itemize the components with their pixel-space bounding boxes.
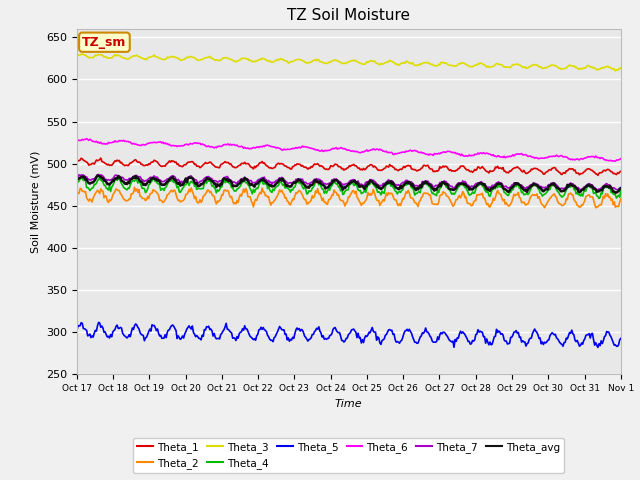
Theta_6 xyxy=(398,150,406,156)
Theta_7 xyxy=(594,187,602,193)
Theta_1 xyxy=(617,168,625,174)
Theta_1 xyxy=(398,167,406,172)
Theta_6 xyxy=(332,145,340,151)
Theta_7 xyxy=(617,185,625,191)
Theta_7 xyxy=(606,182,614,188)
Theta_1 xyxy=(332,162,340,168)
Theta_4 xyxy=(369,179,376,185)
Theta_6 xyxy=(611,158,619,164)
Theta_2 xyxy=(336,196,344,202)
Theta_6 xyxy=(83,136,90,142)
Line: Theta_avg: Theta_avg xyxy=(77,176,621,193)
Theta_4 xyxy=(398,187,406,193)
Theta_1 xyxy=(369,162,376,168)
Theta_5 xyxy=(332,327,340,333)
Theta_5 xyxy=(369,324,376,330)
Theta_5 xyxy=(606,332,614,338)
Theta_avg xyxy=(611,190,619,196)
Theta_5 xyxy=(95,320,102,325)
Theta_6 xyxy=(73,138,81,144)
Theta_avg xyxy=(332,177,340,183)
Theta_1 xyxy=(73,159,81,165)
Theta_3 xyxy=(73,53,81,59)
Theta_2 xyxy=(617,196,625,202)
Line: Theta_4: Theta_4 xyxy=(77,178,621,199)
Text: TZ_sm: TZ_sm xyxy=(82,36,127,48)
X-axis label: Time: Time xyxy=(335,399,363,408)
Theta_3 xyxy=(369,59,376,64)
Theta_6 xyxy=(617,156,625,161)
Line: Theta_3: Theta_3 xyxy=(77,54,621,71)
Theta_5 xyxy=(594,345,602,350)
Theta_avg xyxy=(398,185,406,191)
Title: TZ Soil Moisture: TZ Soil Moisture xyxy=(287,9,410,24)
Y-axis label: Soil Moisture (mV): Soil Moisture (mV) xyxy=(30,150,40,253)
Theta_2 xyxy=(131,184,138,190)
Theta_3 xyxy=(398,60,406,66)
Legend: Theta_1, Theta_2, Theta_3, Theta_4, Theta_5, Theta_6, Theta_7, Theta_avg: Theta_1, Theta_2, Theta_3, Theta_4, Thet… xyxy=(133,437,564,473)
Theta_2 xyxy=(73,193,81,199)
Theta_7 xyxy=(520,185,527,191)
Theta_5 xyxy=(617,336,625,341)
Theta_7 xyxy=(73,174,81,180)
Theta_4 xyxy=(606,183,614,189)
Theta_3 xyxy=(520,65,527,71)
Theta_6 xyxy=(336,145,344,151)
Theta_2 xyxy=(332,190,340,195)
Theta_2 xyxy=(520,199,527,205)
Theta_6 xyxy=(605,158,612,164)
Theta_6 xyxy=(369,147,376,153)
Theta_4 xyxy=(332,181,340,187)
Theta_6 xyxy=(520,152,527,158)
Theta_7 xyxy=(336,180,344,185)
Theta_3 xyxy=(332,58,340,63)
Theta_3 xyxy=(336,59,344,65)
Theta_5 xyxy=(336,330,344,336)
Theta_2 xyxy=(369,191,376,196)
Theta_5 xyxy=(398,337,406,343)
Theta_1 xyxy=(520,168,527,173)
Theta_1 xyxy=(97,155,104,161)
Theta_7 xyxy=(398,180,406,186)
Theta_2 xyxy=(606,194,614,200)
Theta_4 xyxy=(520,192,527,197)
Theta_avg xyxy=(605,185,612,191)
Theta_avg xyxy=(617,185,625,191)
Theta_3 xyxy=(617,65,625,71)
Theta_5 xyxy=(73,328,81,334)
Theta_1 xyxy=(336,164,344,169)
Theta_4 xyxy=(336,184,344,190)
Theta_7 xyxy=(369,177,376,183)
Theta_1 xyxy=(606,168,614,174)
Line: Theta_5: Theta_5 xyxy=(77,323,621,348)
Theta_avg xyxy=(73,178,81,183)
Line: Theta_2: Theta_2 xyxy=(77,187,621,208)
Theta_3 xyxy=(79,51,86,57)
Line: Theta_6: Theta_6 xyxy=(77,139,621,161)
Theta_4 xyxy=(617,186,625,192)
Theta_1 xyxy=(594,172,602,178)
Theta_4 xyxy=(73,181,81,187)
Line: Theta_1: Theta_1 xyxy=(77,158,621,175)
Theta_2 xyxy=(398,199,406,205)
Theta_avg xyxy=(336,180,344,186)
Theta_2 xyxy=(592,205,600,211)
Theta_7 xyxy=(95,172,102,178)
Theta_3 xyxy=(611,68,619,74)
Theta_7 xyxy=(332,176,340,182)
Theta_avg xyxy=(93,173,101,179)
Theta_4 xyxy=(595,196,603,202)
Theta_avg xyxy=(369,179,376,184)
Theta_3 xyxy=(605,64,612,70)
Theta_4 xyxy=(79,175,86,180)
Line: Theta_7: Theta_7 xyxy=(77,175,621,190)
Theta_avg xyxy=(520,187,527,193)
Theta_5 xyxy=(520,339,527,345)
